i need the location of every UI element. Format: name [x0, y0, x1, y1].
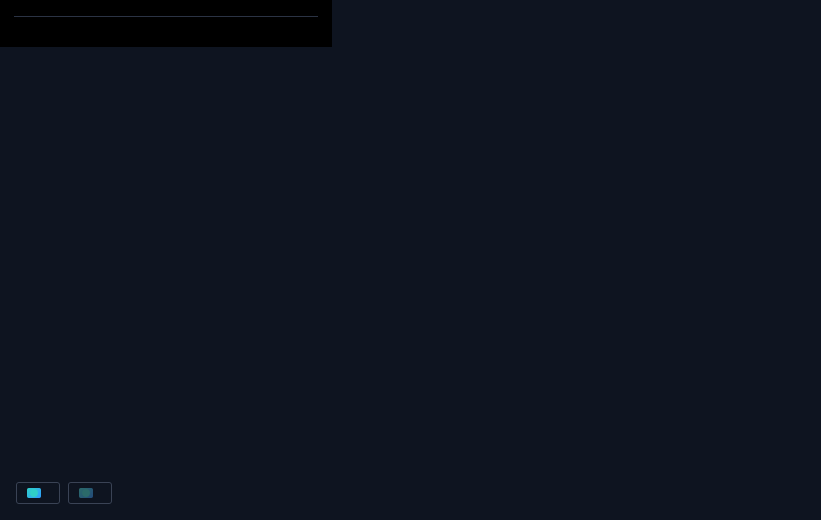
- x-axis: [16, 452, 805, 472]
- legend: [16, 482, 112, 504]
- legend-item-range[interactable]: [68, 482, 112, 504]
- legend-item-eps[interactable]: [16, 482, 60, 504]
- chart-tooltip: [0, 0, 332, 47]
- tooltip-analyst-count: [14, 31, 318, 33]
- chart-svg: [16, 146, 805, 442]
- tooltip-date: [14, 10, 318, 17]
- range-swatch-icon: [79, 488, 93, 498]
- plot-area[interactable]: [16, 146, 805, 442]
- eps-chart: [0, 0, 821, 520]
- eps-swatch-icon: [27, 488, 41, 498]
